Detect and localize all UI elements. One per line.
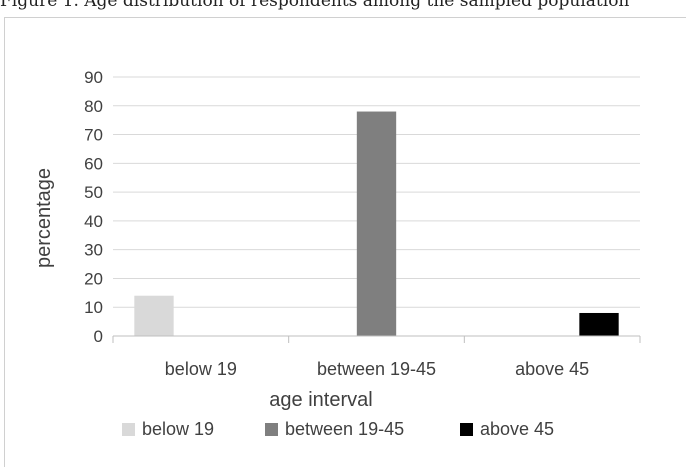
legend-swatch	[460, 423, 473, 436]
y-tick-label: 40	[84, 212, 103, 231]
y-tick-label: 20	[84, 269, 103, 288]
y-tick-label: 0	[94, 327, 103, 346]
legend-label: above 45	[480, 419, 554, 439]
y-axis-label: percentage	[33, 168, 55, 268]
legend: below 19 between 19-45 above 45	[122, 419, 554, 439]
bar	[356, 111, 397, 337]
x-tick-label: between 19-45	[317, 359, 436, 379]
x-tick-label: below 19	[165, 359, 237, 379]
x-axis	[112, 335, 641, 343]
y-tick-label: 60	[84, 154, 103, 173]
y-tick-label: 70	[84, 126, 103, 145]
y-tick-label: 50	[84, 183, 103, 202]
figure-caption-fragment: Figure 1. Age distribution of respondent…	[0, 0, 630, 11]
bar	[579, 312, 619, 336]
legend-swatch	[122, 423, 135, 436]
legend-swatch	[265, 423, 278, 436]
chart-frame	[4, 17, 686, 467]
x-axis-ticks: below 19 between 19-45 above 45	[165, 359, 589, 379]
y-tick-label: 30	[84, 241, 103, 260]
x-axis-label: age interval	[269, 389, 372, 411]
x-tick-label: above 45	[515, 359, 589, 379]
y-axis-ticks: 0 10 20 30 40 50 60 70 80 90	[84, 68, 103, 346]
y-tick-label: 10	[84, 298, 103, 317]
bars	[134, 111, 619, 337]
y-tick-label: 80	[84, 97, 103, 116]
bar	[134, 295, 174, 336]
legend-label: below 19	[142, 419, 214, 439]
y-tick-label: 90	[84, 68, 103, 87]
legend-label: between 19-45	[285, 419, 404, 439]
